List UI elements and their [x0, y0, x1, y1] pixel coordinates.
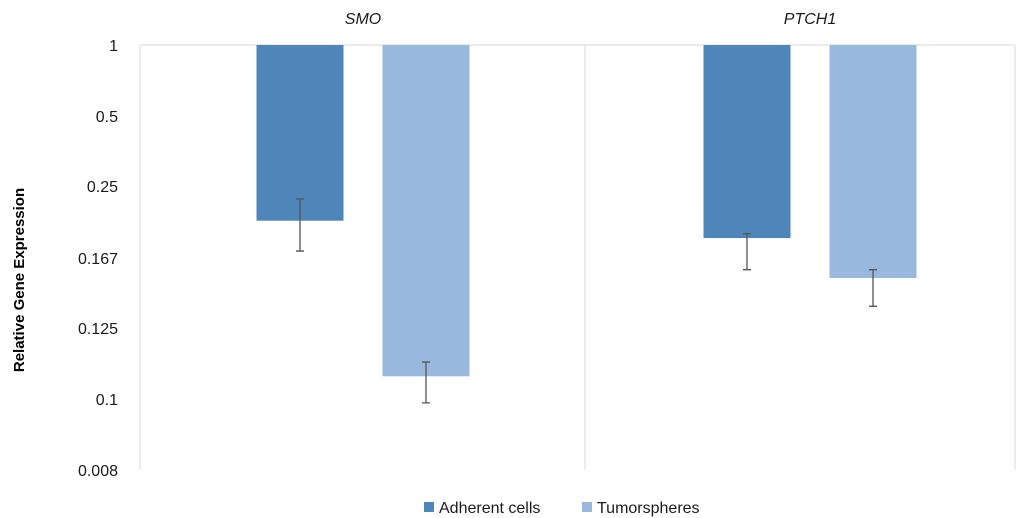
error-bar: [743, 233, 751, 271]
legend: Adherent cells Tumorspheres: [424, 500, 700, 517]
y-tick-label: 0.5: [96, 109, 118, 126]
legend-swatch-tumorspheres: [582, 502, 592, 512]
y-tick-label: 0.125: [78, 321, 118, 338]
error-bar: [422, 361, 430, 404]
group-labels: SMO PTCH1: [345, 11, 836, 28]
y-axis-label: Relative Gene Expression: [11, 188, 28, 372]
y-tick-label: 0.167: [78, 251, 118, 268]
bars: [256, 45, 917, 377]
y-tick-label: 0.25: [87, 179, 118, 196]
bar: [703, 45, 791, 239]
error-bar: [296, 198, 304, 252]
error-bar: [869, 269, 877, 307]
bar: [382, 45, 470, 377]
y-tick-label: 0.1: [96, 392, 118, 409]
legend-swatch-adherent: [424, 502, 434, 512]
legend-label-adherent: Adherent cells: [439, 500, 540, 517]
y-tick-label: 0.008: [78, 463, 118, 480]
group-label-smo: SMO: [345, 11, 381, 28]
group-label-ptch1: PTCH1: [784, 11, 836, 28]
y-tick-labels: 1 0.5 0.25 0.167 0.125 0.1 0.008: [78, 38, 118, 480]
error-bars: [296, 198, 877, 404]
y-tick-label: 1: [109, 38, 118, 55]
legend-label-tumorspheres: Tumorspheres: [597, 500, 700, 517]
bar: [256, 45, 344, 221]
bar: [829, 45, 917, 278]
